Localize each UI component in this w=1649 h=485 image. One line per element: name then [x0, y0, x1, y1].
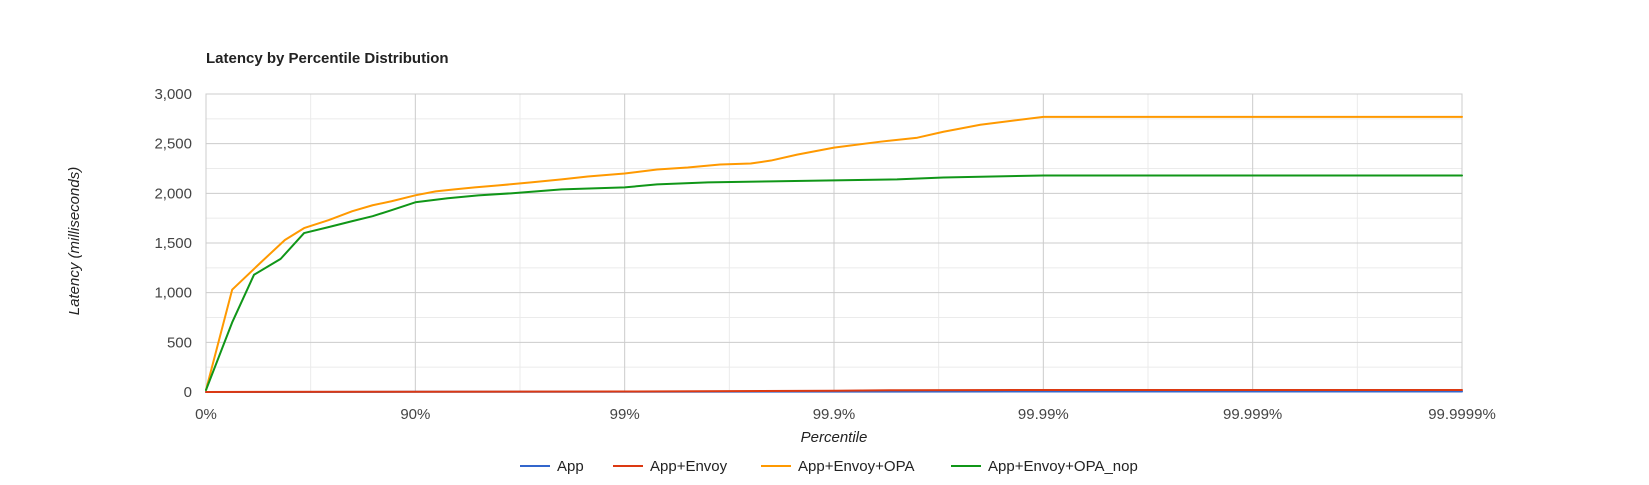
series-layer	[205, 115, 1463, 393]
x-tick-label: 99.99%	[1018, 406, 1069, 423]
y-tick-label: 0	[184, 384, 192, 401]
series-line-3	[205, 174, 1463, 392]
x-tick-label: 99.9999%	[1428, 406, 1496, 423]
series-line-1	[205, 389, 1463, 393]
legend-label-0: App	[557, 458, 584, 475]
legend-item-1: App+Envoy	[613, 458, 728, 475]
y-tick-label: 2,500	[154, 136, 192, 153]
series-line-2	[205, 115, 1463, 392]
y-tick-label: 1,500	[154, 235, 192, 252]
x-tick-label: 99.999%	[1223, 406, 1282, 423]
axis-layer: 0 500 1,000 1,500 2,000 2,500 3,000 0% 90% 99% 99.…	[154, 86, 1495, 423]
x-tick-label: 90%	[400, 406, 430, 423]
y-tick-label: 1,000	[154, 285, 192, 302]
legend-label-2: App+Envoy+OPA	[798, 458, 914, 475]
legend-item-3: App+Envoy+OPA_nop	[951, 458, 1138, 475]
chart-title: Latency by Percentile Distribution	[206, 50, 449, 67]
y-tick-label: 3,000	[154, 86, 192, 103]
y-tick-label: 500	[167, 334, 192, 351]
x-tick-label: 99.9%	[813, 406, 856, 423]
legend-item-0: App	[520, 458, 584, 475]
legend-label-1: App+Envoy	[650, 458, 728, 475]
grid-layer	[205, 93, 1463, 393]
x-tick-label: 99%	[610, 406, 640, 423]
legend-item-2: App+Envoy+OPA	[761, 458, 914, 475]
y-axis-label: Latency (milliseconds)	[66, 167, 83, 315]
y-tick-label: 2,000	[154, 185, 192, 202]
legend-label-3: App+Envoy+OPA_nop	[988, 458, 1138, 475]
x-axis-label: Percentile	[801, 429, 868, 446]
legend: App App+Envoy App+Envoy+OPA App+Envoy+OPA_n…	[520, 458, 1138, 475]
x-tick-label: 0%	[195, 406, 217, 423]
